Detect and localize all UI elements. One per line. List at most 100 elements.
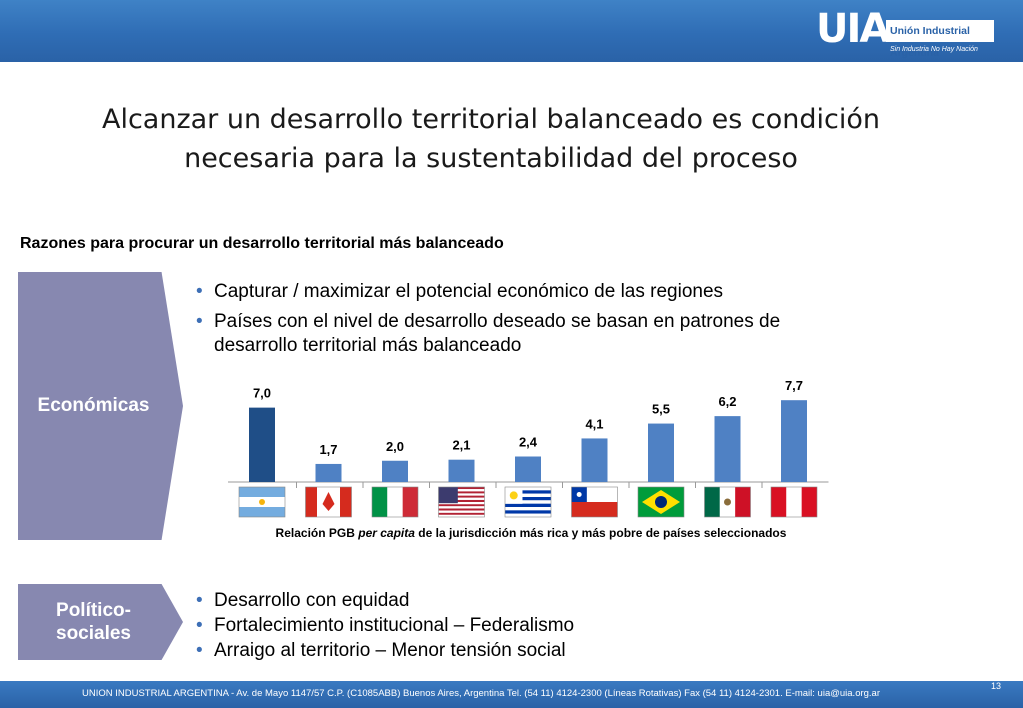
economicas-arrow: Económicas <box>18 272 183 540</box>
brazil-flag-part <box>637 486 685 518</box>
caption-text: de la jurisdicción más rica y más pobre … <box>414 526 787 540</box>
bullet-item: Fortalecimiento institucional – Federali… <box>196 613 796 638</box>
usa-flag-icon <box>438 486 485 518</box>
uruguay-flag-part <box>505 513 551 517</box>
uruguay-flag-part <box>505 487 551 491</box>
bar <box>648 423 674 482</box>
logo-name: Unión Industrial Argentina <box>886 20 994 59</box>
chile-flag-icon <box>571 486 618 518</box>
brazil-flag-part <box>655 496 667 508</box>
caption-italic: per capita <box>358 526 415 540</box>
usa-flag-part <box>438 487 485 490</box>
data-label: 1,7 <box>319 442 337 457</box>
usa-flag-part <box>438 497 485 500</box>
bullet-item: Arraigo al territorio – Menor tensión so… <box>196 638 796 663</box>
bar <box>448 459 475 482</box>
canada-flag-part <box>340 487 352 517</box>
data-label: 2,4 <box>519 435 538 450</box>
italy-flag-part <box>402 487 418 517</box>
section-subtitle: Razones para procurar un desarrollo terr… <box>20 235 504 252</box>
mexico-flag-part <box>704 487 720 517</box>
usa-flag-part <box>438 495 485 498</box>
uruguay-flag-part <box>505 497 551 501</box>
argentina-flag-part <box>238 486 286 518</box>
bar <box>249 407 275 482</box>
uruguay-flag-part <box>505 510 551 514</box>
uruguay-flag-part <box>505 503 551 507</box>
caption-text: Relación PGB <box>275 526 359 540</box>
canada-flag-part <box>305 487 317 517</box>
chart-caption: Relación PGB per capita de la jurisdicci… <box>228 526 834 540</box>
mexico-flag-part <box>704 486 751 518</box>
argentina-flag-icon <box>238 486 286 518</box>
italy-flag-part <box>372 487 388 517</box>
canada-flag-icon <box>305 486 352 518</box>
peru-flag-part <box>771 487 787 517</box>
footer-bar <box>0 681 1023 708</box>
brazil-flag-icon <box>637 486 685 518</box>
uruguay-flag-part <box>505 500 551 504</box>
peru-flag-part <box>770 486 818 518</box>
data-label: 7,0 <box>253 386 271 401</box>
usa-flag-part <box>438 508 485 511</box>
bar <box>315 463 342 482</box>
usa-flag-part <box>438 502 485 505</box>
uruguay-flag-icon <box>504 486 552 518</box>
logo-tagline: Sin Industria No Hay Nación <box>890 46 978 53</box>
data-label: 6,2 <box>718 394 736 409</box>
mexico-flag-icon <box>704 486 751 518</box>
uruguay-flag-part <box>505 507 551 511</box>
canada-flag-part <box>305 486 352 518</box>
bullet-item: Desarrollo con equidad <box>196 588 796 613</box>
politico-bullets: Desarrollo con equidad Fortalecimiento i… <box>196 588 796 663</box>
uruguay-flag-part <box>504 486 552 518</box>
uruguay-flag-part <box>509 491 518 500</box>
logo-mark: UIA <box>816 6 890 52</box>
usa-flag-part <box>438 514 485 517</box>
usa-flag-part <box>438 487 458 504</box>
italy-flag-part <box>387 487 403 517</box>
title-line-1: Alcanzar un desarrollo territorial balan… <box>101 104 880 135</box>
mexico-flag-part <box>724 498 731 506</box>
politico-label-line-1: Político- <box>56 600 131 621</box>
usa-flag-part <box>438 506 485 509</box>
usa-flag-part <box>438 493 485 496</box>
footer-text: UNION INDUSTRIAL ARGENTINA - Av. de Mayo… <box>82 688 881 699</box>
usa-flag-part <box>438 489 485 492</box>
data-label: 2,0 <box>386 439 404 454</box>
uruguay-flag-part <box>505 490 551 494</box>
canada-flag-part <box>322 492 335 511</box>
header-bar: UIA Unión Industrial Argentina Sin Indus… <box>0 0 1023 62</box>
bullet-item: Capturar / maximizar el potencial económ… <box>196 280 856 304</box>
italy-flag-part <box>371 486 419 518</box>
chile-flag-part <box>571 502 618 517</box>
usa-flag-part <box>438 486 485 518</box>
title-line-2: necesaria para la sustentabilidad del pr… <box>184 143 798 174</box>
bar <box>581 438 608 482</box>
economicas-label: Económicas <box>37 395 150 416</box>
peru-flag-part <box>786 487 802 517</box>
bar <box>714 416 741 482</box>
bar <box>515 456 541 482</box>
usa-flag-part <box>438 491 485 494</box>
usa-flag-part <box>438 499 485 502</box>
slide-title: Alcanzar un desarrollo territorial balan… <box>60 100 922 178</box>
economicas-bullets: Capturar / maximizar el potencial económ… <box>196 280 856 364</box>
data-label: 5,5 <box>652 402 670 417</box>
data-label: 4,1 <box>585 416 603 431</box>
chile-flag-part <box>576 492 582 497</box>
usa-flag-part <box>438 510 485 513</box>
data-label: 2,1 <box>452 438 470 453</box>
argentina-flag-part <box>259 499 265 505</box>
italy-flag-icon <box>371 486 419 518</box>
bar <box>781 400 807 482</box>
mexico-flag-part <box>735 487 751 517</box>
chile-flag-part <box>571 486 618 518</box>
peru-flag-icon <box>770 486 818 518</box>
uruguay-flag-part <box>505 493 551 497</box>
usa-flag-part <box>438 512 485 515</box>
bar <box>382 460 408 482</box>
politico-arrow: Político- sociales <box>18 584 183 660</box>
usa-flag-part <box>438 504 485 507</box>
data-label: 7,7 <box>785 378 803 393</box>
